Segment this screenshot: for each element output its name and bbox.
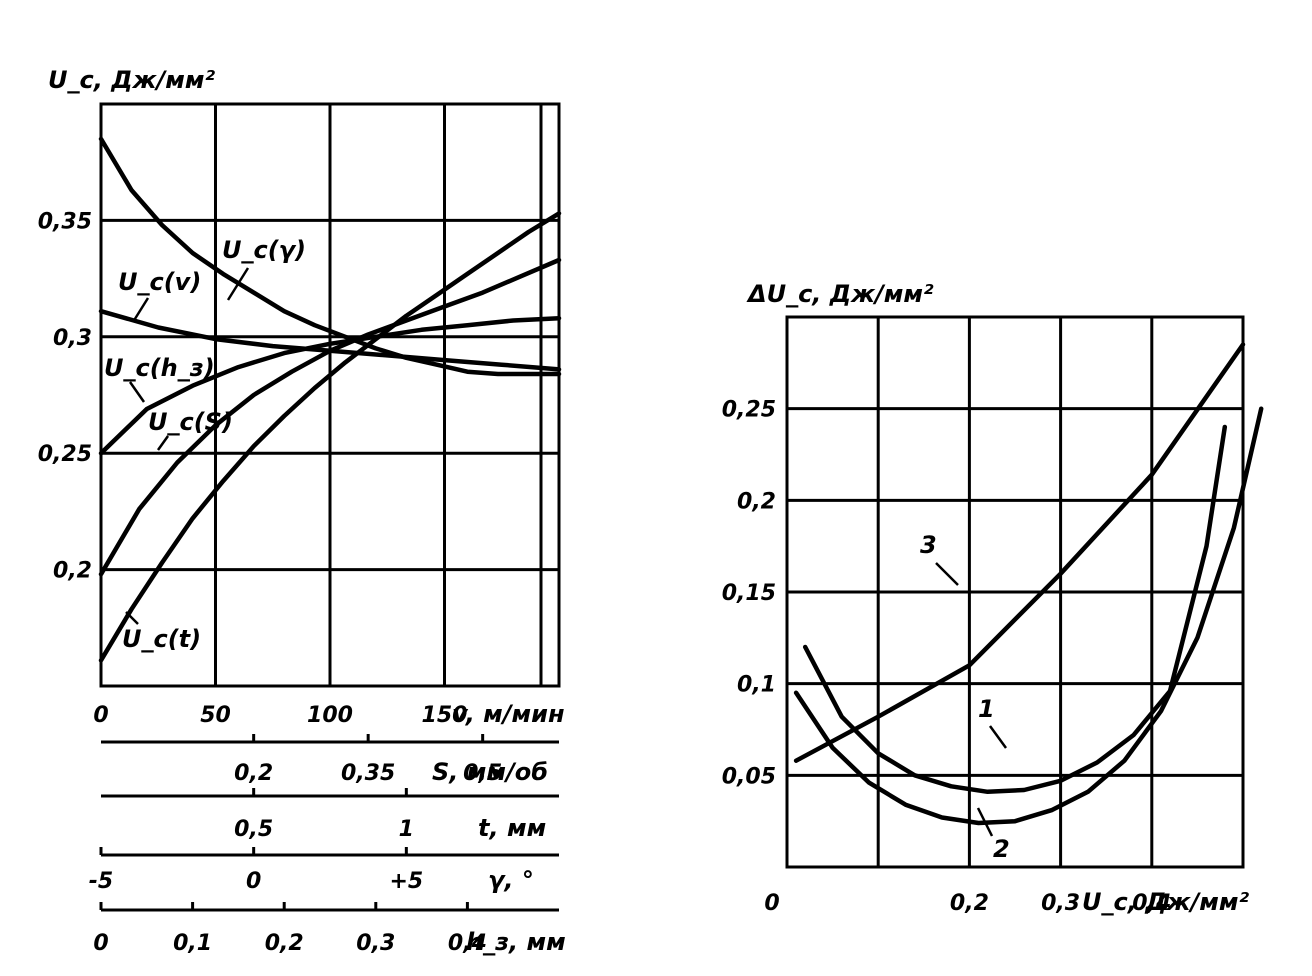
x-axis-label-gamma: γ, ° bbox=[488, 866, 534, 894]
right-curves bbox=[793, 342, 1264, 826]
x-tick-label-t: 1 bbox=[399, 817, 414, 842]
x-axis-label-t: t, мм bbox=[478, 814, 546, 842]
right-grid bbox=[785, 315, 1245, 869]
x-tick-label-S: 0,2 bbox=[234, 761, 273, 786]
left-series-labels: U_c(γ) U_c(v) U_c(h_з) U_c(S) U_c(t) bbox=[104, 236, 306, 653]
x-tick-label-v: 50 bbox=[200, 703, 231, 728]
x-axis-label-h3: h_з, мм bbox=[466, 928, 566, 956]
right-y-tick-label: 0,1 bbox=[737, 673, 776, 698]
x-tick-label-gamma: 0 bbox=[246, 869, 261, 894]
right-y-tick-label: 0,2 bbox=[737, 489, 776, 514]
right-y-tick-label: 0,15 bbox=[722, 581, 776, 606]
right-y-axis-label: ΔU_c, Дж/мм² bbox=[746, 280, 934, 308]
left-grid bbox=[99, 102, 561, 688]
x-tick-label-h3: 0 bbox=[93, 931, 108, 956]
series-label-u-c: U_c(γ) bbox=[222, 236, 306, 264]
right-series-labels: 1 2 3 bbox=[920, 531, 1010, 863]
left-y-axis-label: U_c, Дж/мм² bbox=[48, 66, 215, 94]
curve-u-c-h-з bbox=[98, 315, 562, 456]
right-y-tick-label: 0,05 bbox=[722, 764, 776, 789]
x-tick-label-gamma: -5 bbox=[89, 869, 113, 894]
right-x-tick-label: 0,3 bbox=[1041, 891, 1080, 916]
curve-1 bbox=[802, 424, 1228, 795]
series-label-2: 2 bbox=[993, 835, 1010, 863]
x-tick-label-v: 100 bbox=[307, 703, 353, 728]
x-axis-label-v: v, м/мин bbox=[452, 700, 565, 728]
series-label-3: 3 bbox=[920, 531, 937, 559]
series-label-1: 1 bbox=[978, 695, 995, 723]
x-axis-label-S: S, мм/об bbox=[432, 758, 548, 786]
right-y-ticks: 0,05 0,1 0,15 0,2 0,25 bbox=[722, 398, 776, 790]
series-leader-line bbox=[131, 297, 150, 323]
series-leader-line bbox=[988, 725, 1008, 749]
curve-u-c-t bbox=[98, 211, 562, 663]
series-leader-line bbox=[226, 267, 250, 301]
curve-u-c-s bbox=[98, 257, 562, 577]
x-tick-label-t: 0,5 bbox=[234, 817, 273, 842]
series-label-u-c-h-з: U_c(h_з) bbox=[104, 354, 215, 382]
x-tick-label-S: 0,35 bbox=[341, 761, 395, 786]
series-label-u-c-t: U_c(t) bbox=[122, 625, 201, 653]
series-leader-line bbox=[125, 611, 139, 625]
left-y-tick-label: 0,25 bbox=[38, 442, 92, 467]
left-y-tick-label: 0,3 bbox=[53, 326, 92, 351]
right-x-tick-label: 0,2 bbox=[950, 891, 989, 916]
right-x-axis-label: U_c, Дж/мм² bbox=[1082, 888, 1249, 916]
x-tick-label-v: 0 bbox=[93, 703, 108, 728]
curve-u-c bbox=[98, 136, 562, 377]
series-leader-line bbox=[935, 562, 959, 586]
right-y-tick-label: 0,25 bbox=[722, 398, 776, 423]
series-leader-line bbox=[976, 807, 994, 837]
left-y-ticks: 0,35 0,3 0,25 0,2 bbox=[38, 209, 92, 583]
left-y-tick-label: 0,35 bbox=[38, 209, 92, 234]
series-label-u-c-v: U_c(v) bbox=[118, 268, 201, 296]
curve-2 bbox=[793, 406, 1264, 826]
x-tick-label-gamma: +5 bbox=[389, 869, 423, 894]
x-tick-label-h3: 0,1 bbox=[173, 931, 212, 956]
x-tick-label-S: 0,5 bbox=[463, 761, 502, 786]
right-x-tick-label: 0,4 bbox=[1132, 891, 1171, 916]
series-label-u-c-s: U_c(S) bbox=[148, 408, 233, 436]
x-tick-label-h3: 0,3 bbox=[356, 931, 395, 956]
right-x-ticks: 0 0,2 0,3 0,4 bbox=[764, 891, 1171, 916]
left-curves bbox=[98, 136, 562, 663]
curve-3 bbox=[793, 342, 1246, 763]
x-tick-label-v: 150 bbox=[422, 703, 468, 728]
series-leader-line bbox=[128, 381, 146, 403]
x-tick-label-h3: 0,2 bbox=[265, 931, 304, 956]
x-tick-label-h3: 0,4 bbox=[448, 931, 487, 956]
series-leader-line bbox=[156, 435, 170, 451]
left-y-tick-label: 0,2 bbox=[53, 559, 92, 584]
right-chart: 0,05 0,1 0,15 0,2 0,25 0 0,2 0,3 0,4 ΔU_c, Дж/м… bbox=[722, 280, 1264, 916]
right-x-tick-label: 0 bbox=[764, 891, 779, 916]
